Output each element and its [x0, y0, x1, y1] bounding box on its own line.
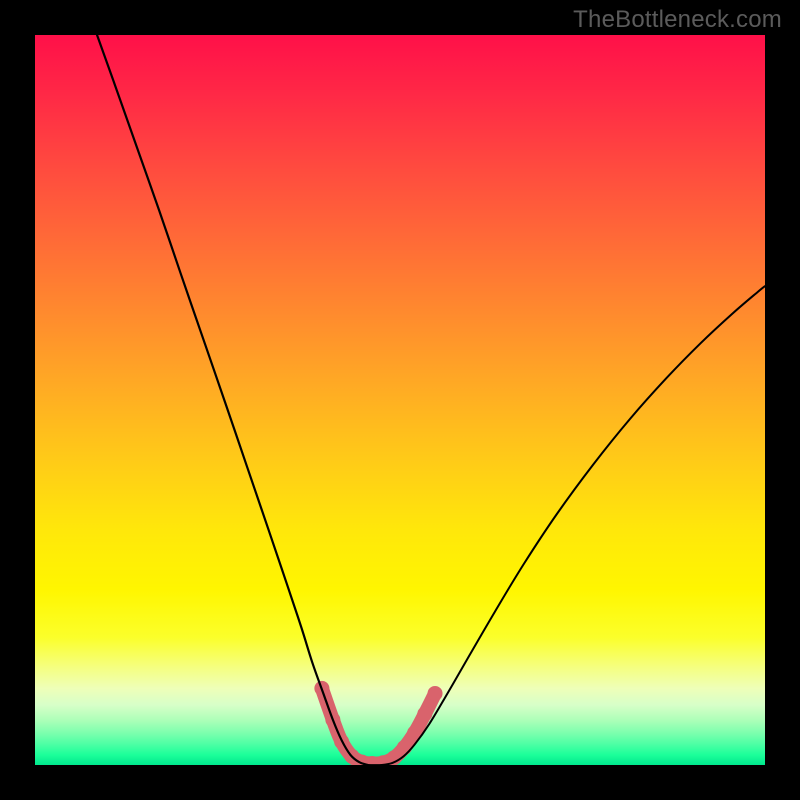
watermark-label: TheBottleneck.com [573, 6, 782, 34]
chart-stage: TheBottleneck.com [0, 0, 800, 800]
bottleneck-chart-canvas [0, 0, 800, 800]
